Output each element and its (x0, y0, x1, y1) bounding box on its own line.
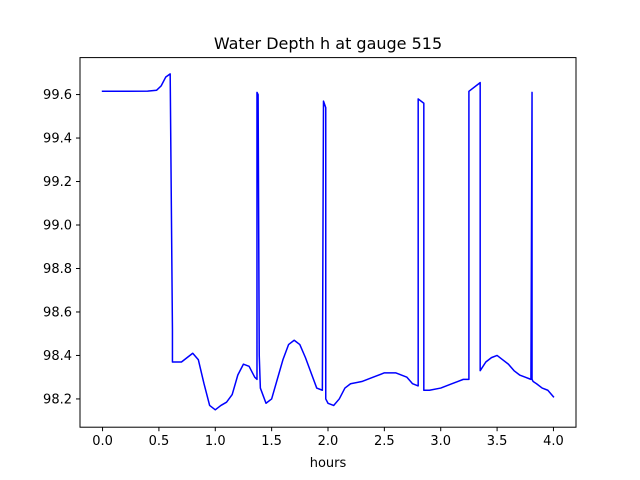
x-tick-label: 1.5 (261, 434, 282, 449)
series-line-water-depth (101, 73, 555, 411)
y-tick-label: 98.6 (43, 305, 72, 320)
x-tick-label: 3.0 (430, 434, 451, 449)
x-tick-label: 0.0 (92, 434, 113, 449)
y-axis: 98.2 98.4 98.6 98.8 99.0 99.2 99.4 99.6 (43, 88, 80, 407)
x-tick-label: 4.0 (543, 434, 564, 449)
x-tick-label: 2.0 (318, 434, 339, 449)
x-axis: 0.0 0.5 1.0 1.5 2.0 2.5 3.0 3.5 4.0 (92, 427, 564, 449)
y-tick-label: 98.8 (43, 262, 72, 277)
y-tick-label: 98.2 (43, 392, 72, 407)
y-tick-label: 99.0 (43, 219, 72, 234)
x-tick-label: 3.5 (487, 434, 508, 449)
x-tick-label: 2.5 (374, 434, 395, 449)
x-tick-label: 1.0 (205, 434, 226, 449)
y-tick-label: 98.4 (43, 349, 72, 364)
y-tick-label: 99.2 (43, 175, 72, 190)
x-axis-label: hours (310, 456, 347, 471)
y-tick-label: 99.4 (43, 132, 72, 147)
y-tick-label: 99.6 (43, 88, 72, 103)
chart-title: Water Depth h at gauge 515 (214, 34, 442, 53)
x-tick-label: 0.5 (149, 434, 170, 449)
